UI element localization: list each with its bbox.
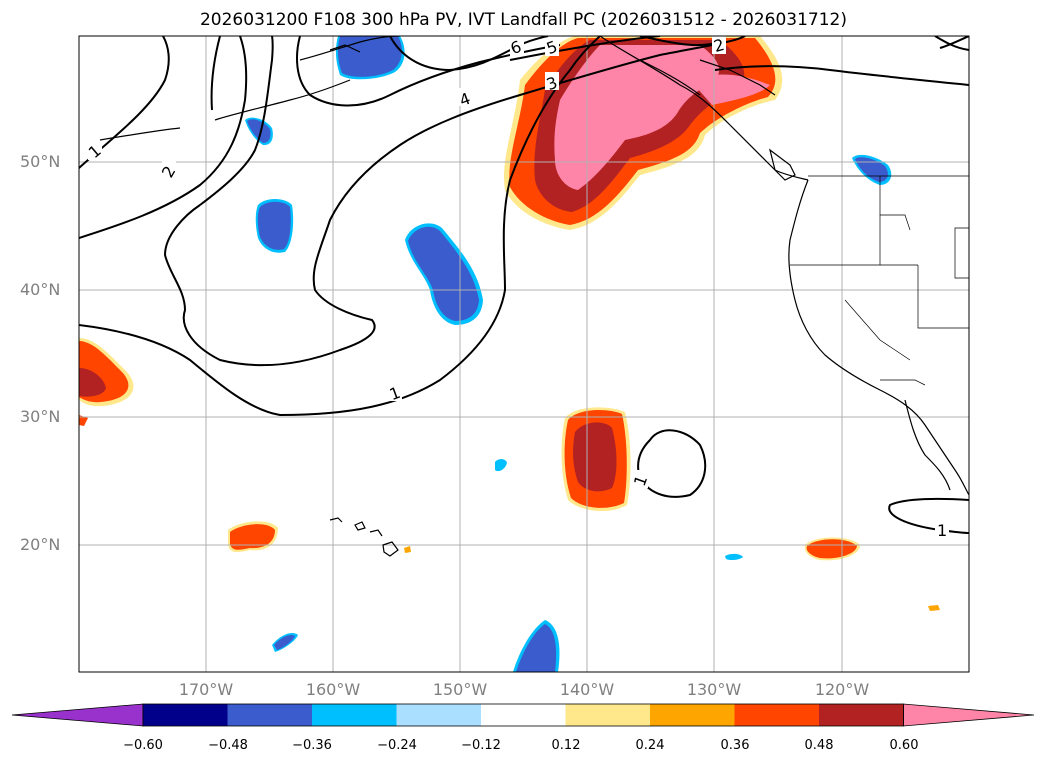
colorbar-extend-low	[11, 703, 144, 727]
lon-label-130w: 130°W	[686, 680, 742, 699]
pv-contours	[79, 36, 969, 534]
colorbar-tick: −0.48	[208, 738, 248, 753]
graticule	[79, 36, 969, 672]
colorbar-tick: −0.36	[292, 738, 332, 753]
ivt-negative-blobs	[245, 36, 892, 672]
colorbar-segment	[650, 704, 735, 726]
lon-label-140w: 140°W	[559, 680, 615, 699]
colorbar-segment	[312, 704, 397, 726]
ivt-positive-west-edge	[79, 338, 134, 426]
colorbar-extend-high	[903, 703, 1035, 727]
coastlines	[99, 36, 969, 496]
contour-label: 1	[937, 521, 947, 540]
colorbar-segment	[819, 704, 904, 726]
colorbar-segment	[143, 704, 228, 726]
lat-label-20n: 20°N	[20, 535, 61, 554]
hawaiian-islands	[329, 517, 399, 557]
lat-label-50n: 50°N	[20, 152, 61, 171]
colorbar-tick: 0.12	[551, 738, 581, 753]
colorbar-tick: 0.24	[635, 738, 665, 753]
colorbar-tick: 0.36	[720, 738, 750, 753]
lon-label-150w: 150°W	[432, 680, 488, 699]
pv-contour-labels: 1 2 6 5 4 3 2 1 1 1	[85, 35, 949, 540]
colorbar-segment	[565, 704, 651, 726]
colorbar-tick: 0.48	[804, 738, 834, 753]
lon-label-160w: 160°W	[305, 680, 361, 699]
map-title: 2026031200 F108 300 hPa PV, IVT Landfall…	[199, 10, 847, 30]
contour-label: 2	[712, 35, 727, 56]
lon-label-120w: 120°W	[814, 680, 870, 699]
colorbar-segment	[396, 704, 482, 726]
colorbar-segment	[734, 704, 820, 726]
colorbar-border	[142, 703, 904, 727]
colorbar-segment	[481, 704, 566, 726]
colorbar-tick: −0.24	[377, 738, 417, 753]
colorbar-segment	[227, 704, 313, 726]
lat-label-30n: 30°N	[20, 407, 61, 426]
colorbar-tick: −0.12	[461, 738, 501, 753]
lat-label-40n: 40°N	[20, 280, 61, 299]
colorbar	[11, 703, 1035, 727]
map-border	[78, 35, 970, 673]
political-borders	[790, 175, 969, 386]
colorbar-tick: 0.60	[889, 738, 919, 753]
ivt-positive-subtropical-140w	[561, 407, 631, 512]
colorbar-tick: −0.60	[123, 738, 163, 753]
lon-label-170w: 170°W	[178, 680, 234, 699]
